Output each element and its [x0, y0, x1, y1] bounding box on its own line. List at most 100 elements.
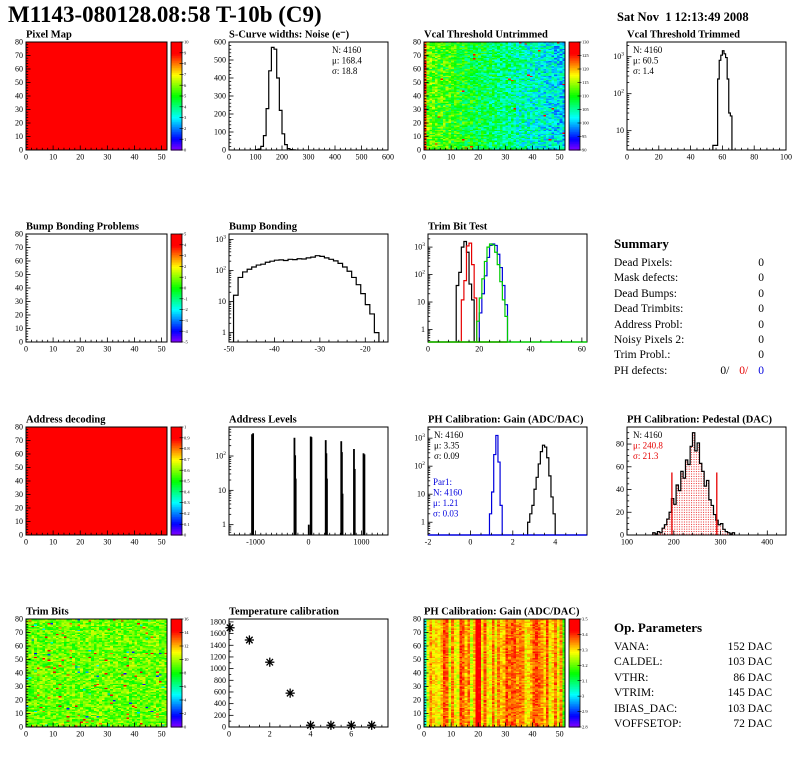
- op-params-row: CALDEL: 103 DAC: [614, 655, 772, 670]
- colorbar-tick-label: -5: [184, 340, 188, 345]
- y-tick-label: 0: [19, 338, 23, 347]
- x-tick-label: 50: [158, 345, 166, 354]
- y-tick-label: 200: [214, 110, 226, 119]
- y-tick-label: 10: [218, 297, 226, 306]
- colorbar-step: [569, 128, 580, 131]
- colorbar-step: [171, 696, 182, 699]
- colorbar-tick-label: 10: [184, 40, 189, 45]
- colorbar-step: [171, 514, 182, 518]
- y-tick-label: 600: [214, 38, 226, 47]
- colorbar-tick-label: 125: [582, 53, 590, 58]
- colorbar-step: [171, 438, 182, 442]
- spike-bar: [340, 452, 343, 535]
- x-tick-label: 20: [474, 730, 482, 739]
- summary-row-value: 0: [758, 349, 764, 362]
- colorbar-step: [569, 112, 580, 116]
- colorbar-step: [569, 92, 580, 95]
- colorbar-step: [171, 706, 182, 710]
- colorbar-tick-label: 6: [184, 83, 187, 88]
- colorbar-step: [569, 126, 580, 129]
- panel-ph-gain-map: 0 10 20 30 40 50 0 10 20 30 40 50 60 70 80 2.8 2.9 3 3.1 3.…: [398, 605, 597, 763]
- colorbar-tick-label: 8: [184, 671, 187, 676]
- panel-summary: Summary Dead Pixels: 0 Mask defects: 0 Dead B…: [614, 236, 764, 394]
- hist-outline: [232, 255, 380, 342]
- log-base: 10: [215, 266, 223, 275]
- x-tick-label: 0: [227, 153, 231, 162]
- colorbar-step: [569, 79, 580, 82]
- x-tick-label: 30: [501, 153, 509, 162]
- colorbar-step: [171, 235, 182, 238]
- colorbar-step: [171, 679, 182, 683]
- colorbar-step: [569, 114, 580, 117]
- colorbar-step: [171, 338, 182, 341]
- colorbar-step: [171, 656, 182, 659]
- colorbar-step: [171, 55, 182, 58]
- colorbar-step: [569, 43, 580, 46]
- colorbar-step: [569, 627, 580, 630]
- colorbar-step: [171, 237, 182, 240]
- colorbar-step: [171, 433, 182, 437]
- colorbar-step: [569, 136, 580, 139]
- colorbar-tick-label: 1: [184, 275, 186, 280]
- colorbar-step: [171, 435, 182, 438]
- log-base: 10: [215, 452, 223, 461]
- colorbar-step: [569, 689, 580, 693]
- colorbar-tick-label: 2.9: [582, 709, 588, 714]
- x-tick-label: 10: [447, 153, 455, 162]
- colorbar-step: [171, 104, 182, 107]
- panel-address-levels: -1000 0 1000 1 10 102 Address Levels: [199, 413, 398, 571]
- colorbar-tick-label: 3.5: [582, 617, 588, 622]
- colorbar-step: [569, 45, 580, 48]
- op-params-row: VOFFSETOP: 72 DAC: [614, 717, 772, 732]
- colorbar-step: [171, 326, 182, 330]
- colorbar-step: [171, 678, 182, 681]
- y-tick-label: 10: [616, 126, 624, 135]
- colorbar-step: [569, 89, 580, 92]
- colorbar-step: [171, 67, 182, 70]
- colorbar-step: [171, 333, 182, 336]
- log-base: 10: [414, 462, 422, 471]
- colorbar-step: [569, 619, 580, 622]
- plot-frame: [228, 618, 389, 728]
- heatmap-image: [424, 42, 565, 150]
- x-tick-label: 50: [158, 538, 166, 547]
- log-exponent: 3: [223, 234, 226, 240]
- colorbar-tick-label: 4: [184, 242, 187, 247]
- y-tick-label: 60: [15, 642, 23, 651]
- x-tick-label: 300: [715, 538, 727, 547]
- y-tick-label: 30: [15, 105, 23, 114]
- colorbar-step: [171, 671, 182, 674]
- colorbar-step: [171, 107, 182, 111]
- colorbar-step: [569, 90, 580, 94]
- colorbar-step: [171, 304, 182, 308]
- spacer: [670, 348, 758, 363]
- colorbar-step: [171, 470, 182, 474]
- chart-trim-bits-map: 0 10 20 30 40 50 0 10 20 30 40 50 60 70 80 0 2 4 6 8 10 12 14 1…: [15, 607, 189, 739]
- x-tick-label: 0: [24, 153, 28, 162]
- chart-ph-gain-map: 0 10 20 30 40 50 0 10 20 30 40 50 60 70 80 2.8 2.9 3 3.1 3.…: [413, 607, 588, 739]
- y-tick-label: 500: [214, 56, 226, 65]
- colorbar-tick-label: 0.6: [184, 468, 190, 473]
- x-tick-label: 80: [750, 153, 758, 162]
- colorbar-step: [569, 50, 580, 53]
- colorbar-step: [569, 642, 580, 645]
- colorbar-tick-label: 0.2: [184, 511, 190, 516]
- x-tick-label: 10: [49, 345, 57, 354]
- spacer: [672, 256, 758, 271]
- colorbar-step: [171, 252, 182, 255]
- heatmap-image: [26, 619, 167, 727]
- colorbar-step: [171, 72, 182, 75]
- colorbar-step: [171, 705, 182, 708]
- colorbar-step: [569, 721, 580, 725]
- colorbar-step: [171, 673, 182, 676]
- spike-bar: [251, 434, 253, 535]
- op-params-row: VANA: 152 DAC: [614, 640, 772, 655]
- colorbar-tick-label: 3.4: [582, 632, 588, 637]
- colorbar-step: [171, 50, 182, 53]
- colorbar-step: [171, 239, 182, 242]
- x-tick-label: 20: [76, 153, 84, 162]
- colorbar-tick-label: 1: [184, 137, 186, 142]
- colorbar-step: [171, 45, 182, 48]
- colorbar-step: [171, 313, 182, 316]
- colorbar-step: [569, 70, 580, 73]
